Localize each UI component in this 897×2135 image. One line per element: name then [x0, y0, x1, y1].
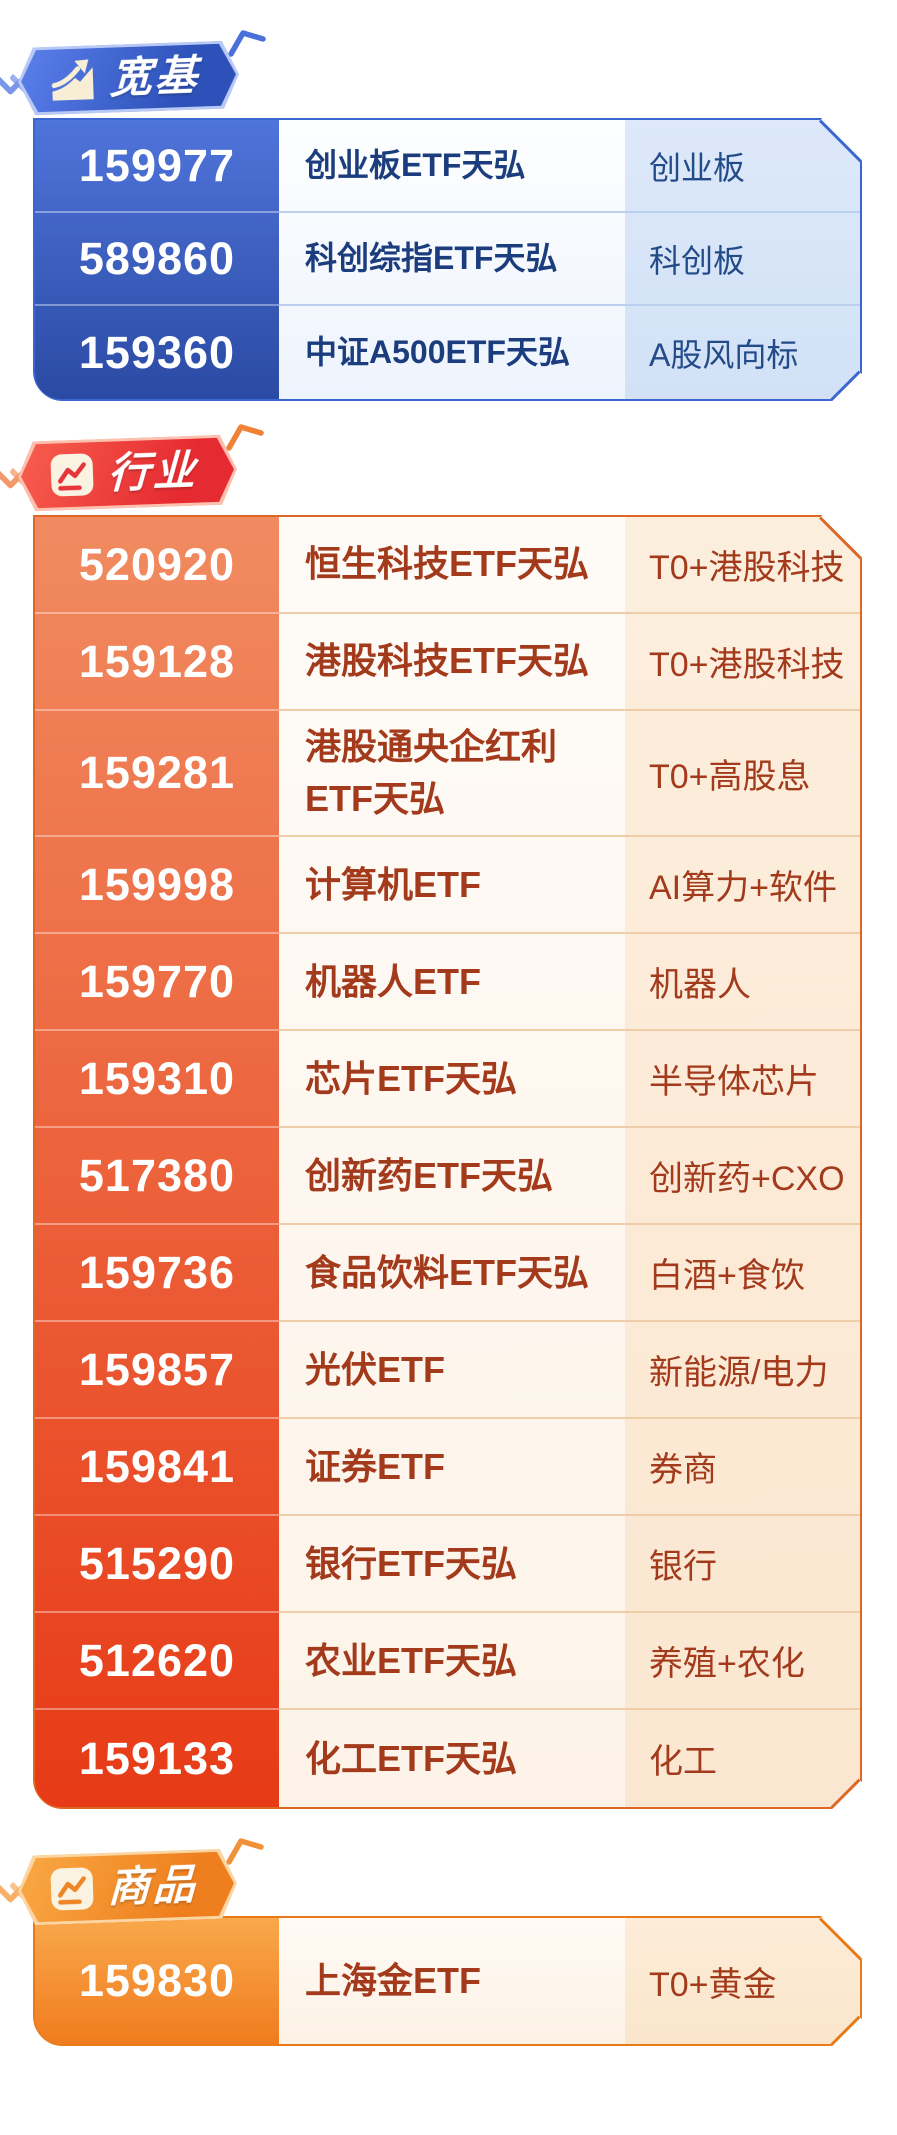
fund-tag: 白酒+食饮 — [625, 1225, 860, 1323]
fund-tag: 创新药+CXO — [625, 1128, 860, 1226]
fund-code: 159830 — [78, 1955, 236, 2006]
fund-name: 港股通央企红利ETF天弘 — [279, 711, 625, 838]
fund-code: 159977 — [35, 120, 279, 213]
table-row: 159128 港股科技ETF天弘 T0+港股科技 — [35, 614, 860, 711]
table-row: 520920 恒生科技ETF天弘 T0+港股科技 — [35, 517, 860, 614]
table-row: 159310 芯片ETF天弘 半导体芯片 — [35, 1031, 860, 1129]
fund-name: 计算机ETF — [279, 837, 625, 935]
table-row: 159770 机器人ETF 机器人 — [35, 934, 860, 1032]
section-title: 宽基 — [109, 51, 201, 102]
line-chart-icon — [48, 451, 96, 499]
fund-name: 证券ETF — [279, 1419, 625, 1517]
commodity-table: 159830 上海金ETF T0+黄金 — [33, 1876, 897, 2075]
fund-code: 159133 — [78, 1732, 236, 1784]
fund-code: 159857 — [35, 1322, 279, 1420]
fund-code: 159310 — [35, 1031, 279, 1129]
fund-tag: A股风向标 — [649, 336, 799, 373]
table-row: 159841 证券ETF 券商 — [35, 1419, 860, 1517]
table-row: 159857 光伏ETF 新能源/电力 — [35, 1322, 860, 1420]
fund-name: 化工ETF天弘 — [305, 1737, 517, 1779]
table-row: 159281 港股通央企红利ETF天弘 T0+高股息 — [35, 711, 860, 838]
fund-tag: T0+高股息 — [625, 711, 860, 838]
fund-name: 创业板ETF天弘 — [279, 120, 625, 213]
industry-badge: 行业 — [0, 424, 264, 508]
fund-tag: AI算力+软件 — [625, 837, 860, 935]
fund-code: 159281 — [35, 711, 279, 838]
table-row: 159977 创业板ETF天弘 创业板 — [35, 120, 860, 213]
fund-code: 159360 — [78, 326, 236, 378]
table-row: 515290 银行ETF天弘 银行 — [35, 1516, 860, 1614]
fund-code: 159736 — [35, 1225, 279, 1323]
table-row: 159360 中证A500ETF天弘 A股风向标 — [35, 306, 860, 399]
fund-code: 589860 — [35, 213, 279, 306]
fund-code: 159841 — [35, 1419, 279, 1517]
fund-code: 159770 — [35, 934, 279, 1032]
fund-name: 中证A500ETF天弘 — [305, 334, 570, 371]
fund-code: 520920 — [35, 517, 279, 614]
fund-name: 恒生科技ETF天弘 — [279, 517, 625, 614]
fund-name: 港股科技ETF天弘 — [279, 614, 625, 711]
fund-tag: T0+港股科技 — [625, 614, 860, 711]
fund-code: 517380 — [35, 1128, 279, 1226]
fund-name: 上海金ETF — [305, 1959, 481, 2001]
fund-name: 银行ETF天弘 — [279, 1516, 625, 1614]
industry-table: 520920 恒生科技ETF天弘 T0+港股科技 159128 港股科技ETF天… — [33, 475, 897, 1838]
fund-tag: 银行 — [625, 1516, 860, 1614]
fund-tag: 半导体芯片 — [625, 1031, 860, 1129]
trend-up-icon — [48, 57, 98, 103]
fund-tag: T0+港股科技 — [625, 517, 860, 614]
fund-name: 农业ETF天弘 — [279, 1613, 625, 1711]
commodity-badge: 商品 — [0, 1838, 264, 1922]
fund-name: 食品饮料ETF天弘 — [279, 1225, 625, 1323]
fund-tag: 券商 — [625, 1419, 860, 1517]
fund-tag: 科创板 — [625, 213, 860, 306]
fund-tag: 化工 — [649, 1743, 717, 1782]
table-row: 159998 计算机ETF AI算力+软件 — [35, 837, 860, 935]
line-chart-icon — [48, 1865, 96, 1913]
fund-tag: 机器人 — [625, 934, 860, 1032]
fund-name: 机器人ETF — [279, 934, 625, 1032]
fund-name: 科创综指ETF天弘 — [279, 213, 625, 306]
corner-accent-icon — [228, 30, 266, 57]
table-row: 512620 农业ETF天弘 养殖+农化 — [35, 1613, 860, 1711]
fund-code: 159998 — [35, 837, 279, 935]
fund-code: 159128 — [35, 614, 279, 711]
corner-accent-icon — [226, 1838, 264, 1865]
fund-tag: 新能源/电力 — [625, 1322, 860, 1420]
fund-name: 创新药ETF天弘 — [279, 1128, 625, 1226]
section-title: 商品 — [107, 1860, 199, 1911]
fund-name: 芯片ETF天弘 — [279, 1031, 625, 1129]
table-row: 159830 上海金ETF T0+黄金 — [35, 1918, 860, 2044]
table-row: 159736 食品饮料ETF天弘 白酒+食饮 — [35, 1225, 860, 1323]
fund-tag: 养殖+农化 — [625, 1613, 860, 1711]
section-title: 行业 — [107, 446, 199, 497]
broad-base-badge: 宽基 — [0, 30, 266, 112]
table-row: 589860 科创综指ETF天弘 科创板 — [35, 213, 860, 306]
fund-tag: 创业板 — [625, 120, 860, 213]
fund-code: 512620 — [35, 1613, 279, 1711]
fund-tag: T0+黄金 — [649, 1965, 777, 2004]
fund-name: 光伏ETF — [279, 1322, 625, 1420]
fund-code: 515290 — [35, 1516, 279, 1614]
broad-base-table: 159977 创业板ETF天弘 创业板 589860 科创综指ETF天弘 科创板… — [33, 78, 897, 430]
table-row: 517380 创新药ETF天弘 创新药+CXO — [35, 1128, 860, 1226]
table-row: 159133 化工ETF天弘 化工 — [35, 1710, 860, 1807]
corner-accent-icon — [226, 424, 264, 451]
